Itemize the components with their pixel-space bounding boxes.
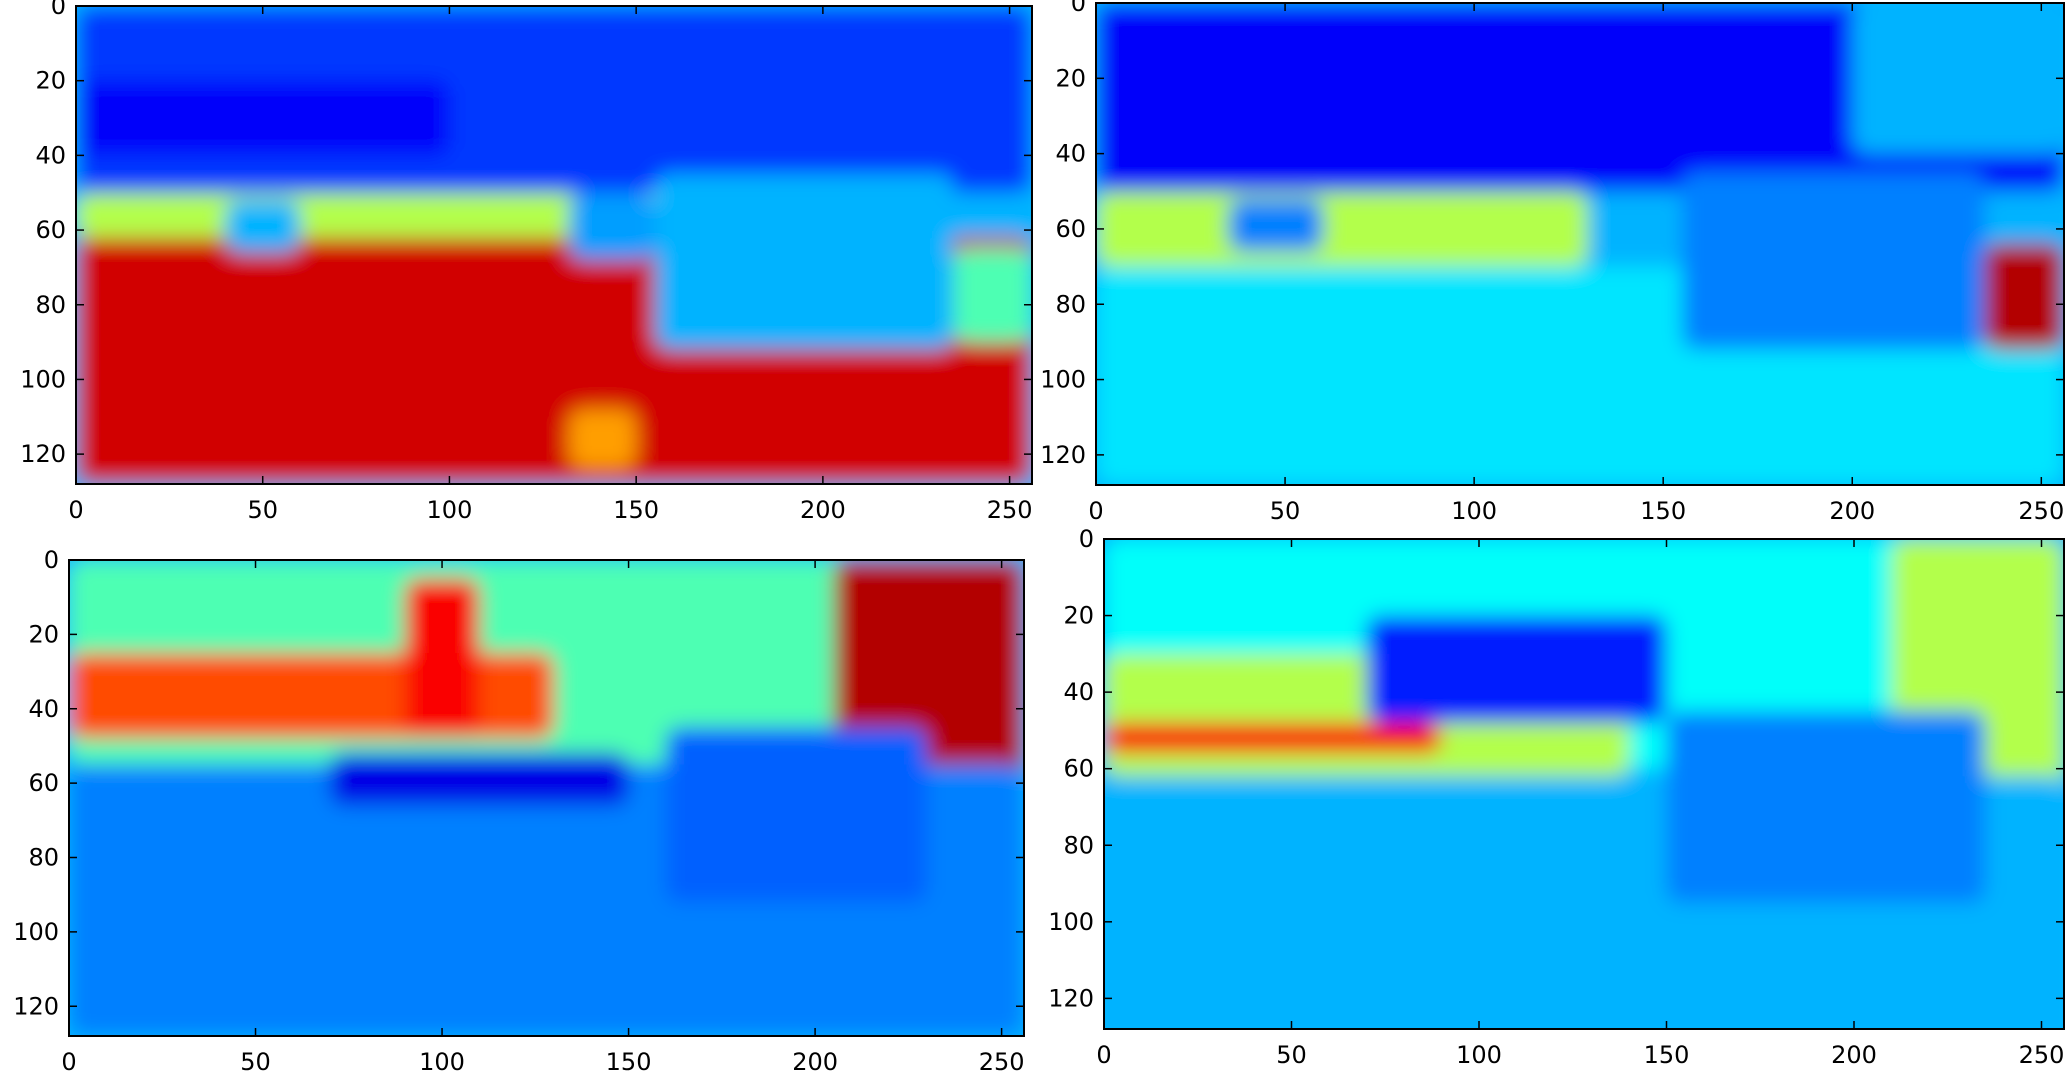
y-tick-label: 0 (1071, 0, 1086, 17)
x-tick-label: 200 (800, 496, 846, 524)
x-tick-label: 0 (1088, 497, 1103, 525)
axes-frame (75, 5, 1033, 485)
heatmap-region (225, 200, 301, 253)
heatmap-region (1682, 172, 1985, 350)
axes-frame (1095, 2, 2065, 486)
heatmap-region (953, 248, 1032, 343)
x-tick-label: 150 (613, 496, 659, 524)
y-tick-label: 80 (1063, 831, 1094, 859)
heatmap-region (69, 652, 554, 739)
heatmap-panel-bottom-right: 0 50 100 150 200 250 0 20 40 60 80 100 120 (1048, 525, 2065, 1069)
y-tick-label: 40 (35, 141, 66, 169)
y-tick-label: 60 (1055, 215, 1086, 243)
x-tick-label: 50 (1276, 1041, 1307, 1069)
heatmap-region (1666, 711, 1986, 903)
x-tick-label: 0 (61, 1048, 76, 1076)
x-tick-label: 50 (1270, 497, 1301, 525)
x-tick-label: 50 (247, 496, 278, 524)
x-tick-label: 100 (427, 496, 473, 524)
y-tick-label: 40 (1055, 140, 1086, 168)
axes-frame (1103, 538, 2065, 1030)
y-tick-label: 60 (1063, 755, 1094, 783)
y-tick-label: 20 (35, 67, 66, 95)
y-tick-label: 80 (35, 291, 66, 319)
x-tick-label: 0 (1096, 1041, 1111, 1069)
y-tick-label: 100 (1040, 366, 1086, 394)
heatmap-image (69, 560, 1024, 1036)
x-tick-label: 250 (979, 1048, 1025, 1076)
heatmap-region (568, 192, 655, 260)
y-tick-label: 60 (35, 216, 66, 244)
heatmap-panel-top-right: 0 50 100 150 200 250 0 20 40 60 80 100 120 (1040, 0, 2065, 525)
x-tick-label: 100 (419, 1048, 465, 1076)
heatmap-region (665, 727, 928, 903)
heatmap-region (1852, 3, 2064, 154)
y-tick-label: 100 (1048, 908, 1094, 936)
y-tick-label: 80 (28, 844, 59, 872)
heatmap-region (1228, 198, 1323, 252)
heatmap-region (330, 753, 629, 806)
y-tick-label: 120 (1048, 984, 1094, 1012)
y-tick-label: 20 (28, 620, 59, 648)
x-tick-label: 100 (1451, 497, 1497, 525)
x-tick-label: 150 (606, 1048, 652, 1076)
y-tick-label: 0 (51, 0, 66, 20)
y-tick-label: 100 (13, 918, 59, 946)
y-tick-label: 40 (1063, 678, 1094, 706)
axes-frame (68, 559, 1025, 1037)
y-tick-label: 100 (20, 365, 66, 393)
heatmap-region (568, 409, 637, 470)
heatmap-region (1104, 722, 1442, 754)
heatmap-image (1096, 3, 2064, 485)
heatmap-region (1096, 3, 2064, 192)
heatmap-region (1096, 191, 1588, 267)
heatmap-region (654, 174, 954, 350)
y-tick-label: 20 (1063, 602, 1094, 630)
y-tick-label: 120 (1040, 441, 1086, 469)
y-tick-label: 20 (1055, 64, 1086, 92)
heatmap-panel-bottom-left: 0 50 100 150 200 250 0 20 40 60 80 100 120 (13, 546, 1025, 1076)
x-tick-label: 0 (68, 496, 83, 524)
x-tick-label: 250 (2019, 1041, 2065, 1069)
heatmap-region (1366, 615, 1667, 723)
heatmap-region (404, 578, 480, 739)
x-tick-label: 150 (1640, 497, 1686, 525)
y-tick-label: 40 (28, 695, 59, 723)
y-tick-label: 80 (1055, 290, 1086, 318)
x-tick-label: 100 (1456, 1041, 1502, 1069)
y-tick-label: 60 (28, 769, 59, 797)
x-tick-label: 50 (240, 1048, 271, 1076)
x-tick-label: 200 (1829, 497, 1875, 525)
x-tick-label: 250 (2018, 497, 2064, 525)
x-tick-label: 250 (987, 496, 1033, 524)
heatmap-region (76, 80, 450, 156)
x-tick-label: 200 (792, 1048, 838, 1076)
x-tick-label: 200 (1831, 1041, 1877, 1069)
x-tick-label: 150 (1644, 1041, 1690, 1069)
y-tick-label: 0 (44, 546, 59, 574)
y-tick-label: 120 (20, 440, 66, 468)
heatmap-image (1104, 539, 2064, 1029)
heatmap-region (1984, 244, 2064, 350)
heatmap-image (76, 6, 1032, 484)
y-tick-label: 120 (13, 992, 59, 1020)
y-tick-label: 0 (1079, 525, 1094, 553)
heatmap-panel-top-left: 0 50 100 150 200 250 0 20 40 60 80 100 120 (20, 0, 1033, 524)
